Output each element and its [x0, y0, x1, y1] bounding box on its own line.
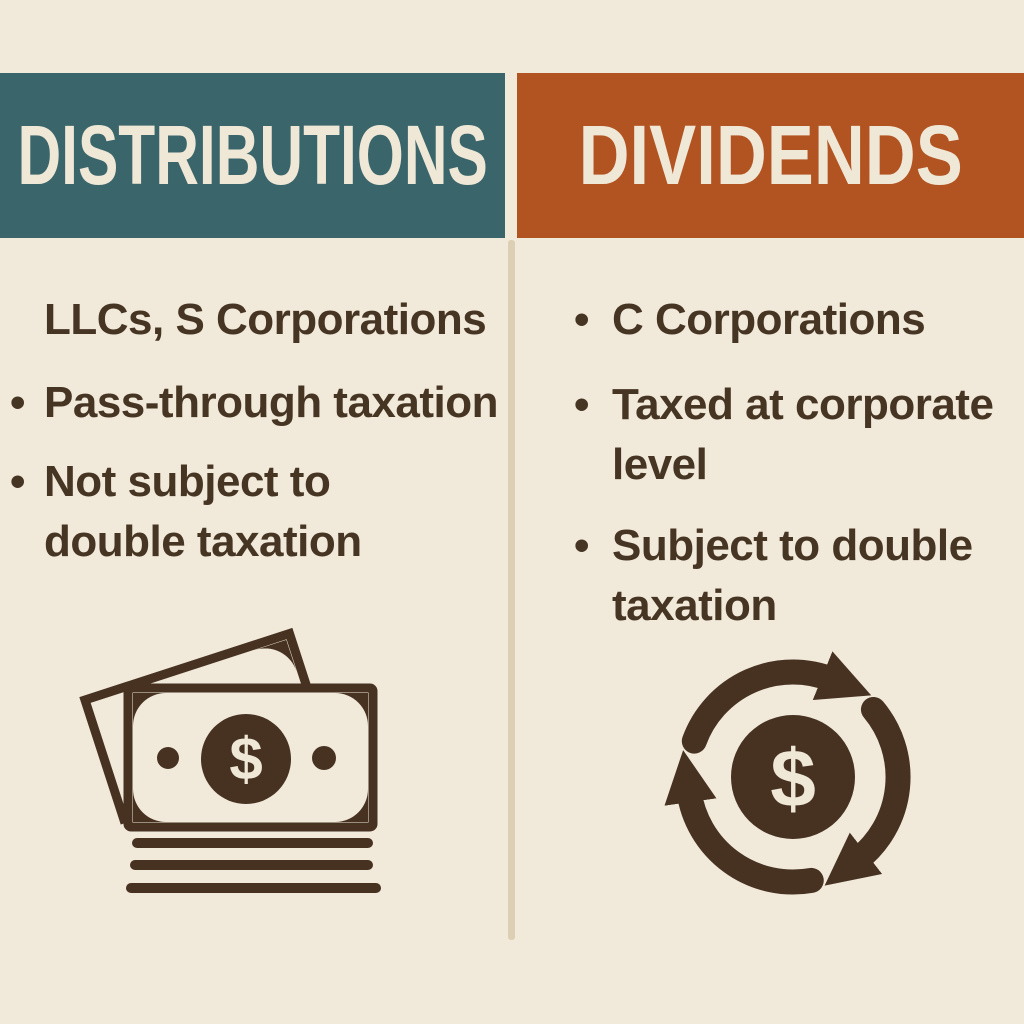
dollar-circle: [201, 714, 291, 804]
bullet-marker: •: [574, 380, 589, 429]
distributions-header-label: DISTRIBUTIONS: [17, 108, 488, 202]
list-item: • LLCs, S Corporations: [8, 290, 504, 350]
list-item: • Not subject to double taxation: [8, 452, 504, 572]
list-item-text: double taxation: [44, 517, 362, 566]
bullet-marker: •: [574, 521, 589, 570]
cash-banknotes-svg: $: [79, 627, 381, 893]
list-item-text: C Corporations: [612, 295, 926, 344]
bullet-marker: •: [10, 378, 25, 427]
cycle-arrows: [664, 651, 911, 895]
list-item: • Pass-through taxation: [8, 373, 504, 433]
cash-banknotes-icon: $: [70, 615, 410, 925]
dividends-header-bar: DIVIDENDS: [517, 73, 1024, 238]
list-item-text: Subject to double: [612, 521, 973, 570]
list-item-text: Not subject to: [44, 457, 331, 506]
distributions-list: • LLCs, S Corporations • Pass-through ta…: [8, 290, 504, 572]
bullet-marker: •: [574, 295, 589, 344]
bullet-marker: •: [10, 457, 25, 506]
dividends-header-label: DIVIDENDS: [578, 108, 963, 202]
money-cycle-icon: $: [663, 647, 923, 907]
front-banknote: $: [123, 683, 378, 832]
list-item-text: level: [612, 440, 708, 489]
list-item-text: Pass-through taxation: [44, 378, 499, 427]
list-item-text: taxation: [612, 581, 777, 630]
list-item: • Taxed at corporate level: [568, 375, 1020, 495]
dollar-sign: $: [770, 734, 816, 825]
distributions-header-bar: DISTRIBUTIONS: [0, 73, 505, 238]
list-item-text: LLCs, S Corporations: [44, 295, 487, 344]
list-item: • C Corporations: [568, 290, 1020, 350]
dollar-sign: $: [229, 726, 262, 793]
dollar-circle: [731, 715, 855, 839]
banknote-stack-lines: [126, 838, 381, 893]
list-item: • Subject to double taxation: [568, 516, 1020, 636]
column-divider: [508, 240, 515, 940]
list-item-text: Taxed at corporate: [612, 380, 994, 429]
money-cycle-svg: $: [664, 651, 911, 895]
dividends-list: • C Corporations • Taxed at corporate le…: [568, 290, 1020, 636]
